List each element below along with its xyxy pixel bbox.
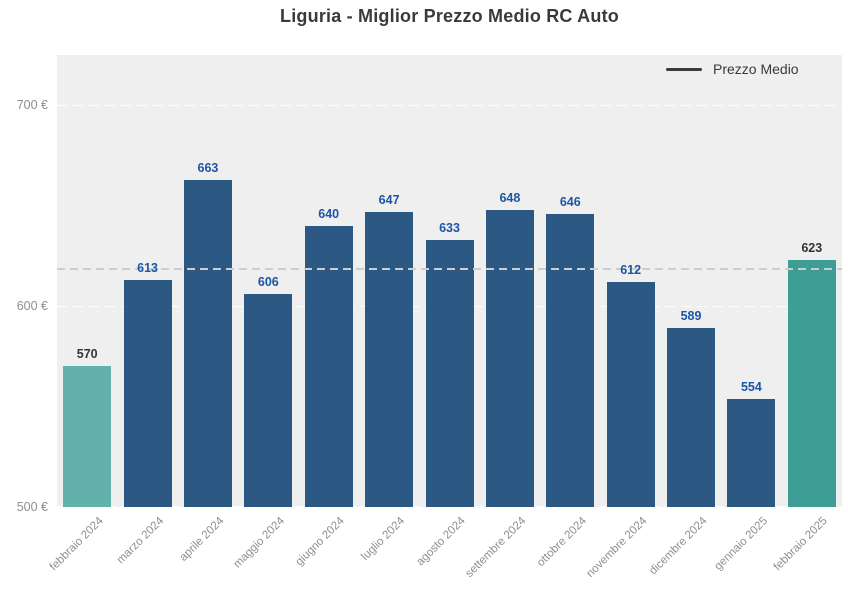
bar-febbraio-2024 [63, 366, 112, 507]
x-tick-label: marzo 2024 [114, 515, 167, 567]
bar-dicembre-2024 [667, 328, 716, 507]
y-tick-label: 700 € [16, 98, 48, 113]
bar-aprile-2024 [183, 179, 232, 507]
bar-value-label: 613 [137, 260, 158, 275]
x-tick-label: febbraio 2024 [47, 515, 106, 574]
bar-value-label: 640 [318, 206, 340, 221]
bar-agosto-2024 [425, 239, 474, 507]
bar-settembre-2024 [485, 209, 534, 507]
bar-febbraio-2025 [787, 259, 836, 507]
bar-value-label: 663 [197, 160, 219, 175]
x-tick-label: giugno 2024 [293, 515, 348, 569]
plot-area: 570 613 663 606 640 647 633 648 646 612 589 554 623 [57, 55, 842, 507]
bar-value-label: 623 [801, 240, 823, 255]
bar-luglio-2024 [365, 211, 414, 507]
x-tick-label: agosto 2024 [414, 515, 468, 569]
bar-marzo-2024 [123, 279, 172, 507]
bar-value-label: 647 [378, 192, 400, 207]
y-tick-label: 500 € [16, 500, 48, 514]
chart-title: Liguria - Miglior Prezzo Medio RC Auto [280, 6, 619, 26]
bar-maggio-2024 [244, 294, 293, 507]
bar-value-label: 612 [620, 263, 642, 277]
y-tick-label: 600 € [16, 299, 48, 314]
average-line [57, 267, 842, 270]
gridline-700 [57, 105, 842, 107]
bar-value-label: 633 [439, 220, 460, 235]
bar-giugno-2024 [304, 225, 353, 507]
bar-value-label: 648 [499, 190, 521, 205]
x-tick-label: settembre 2024 [463, 515, 529, 580]
bar-ottobre-2024 [546, 213, 595, 507]
x-tick-label: maggio 2024 [231, 515, 287, 571]
x-tick-label: novembre 2024 [584, 515, 650, 580]
bar-value-label: 606 [257, 275, 279, 290]
legend: Prezzo Medio [666, 61, 799, 77]
x-tick-label: luglio 2024 [359, 515, 408, 563]
bar-value-label: 570 [76, 347, 98, 362]
x-tick-label: gennaio 2025 [712, 515, 770, 573]
bars-layer: 570 613 663 606 640 647 633 648 646 612 589 554 623 [57, 55, 842, 507]
x-tick-label: ottobre 2024 [534, 515, 589, 570]
x-tick-label: aprile 2024 [177, 515, 227, 564]
legend-line-swatch [666, 67, 702, 71]
bar-value-label: 589 [680, 309, 702, 324]
x-tick-label: dicembre 2024 [647, 515, 710, 578]
bar-gennaio-2025 [727, 398, 776, 507]
legend-label: Prezzo Medio [713, 61, 799, 77]
x-tick-label: febbraio 2025 [772, 515, 831, 574]
bar-novembre-2024 [606, 282, 655, 507]
bar-value-label: 646 [559, 194, 581, 209]
bar-value-label: 554 [740, 379, 762, 394]
